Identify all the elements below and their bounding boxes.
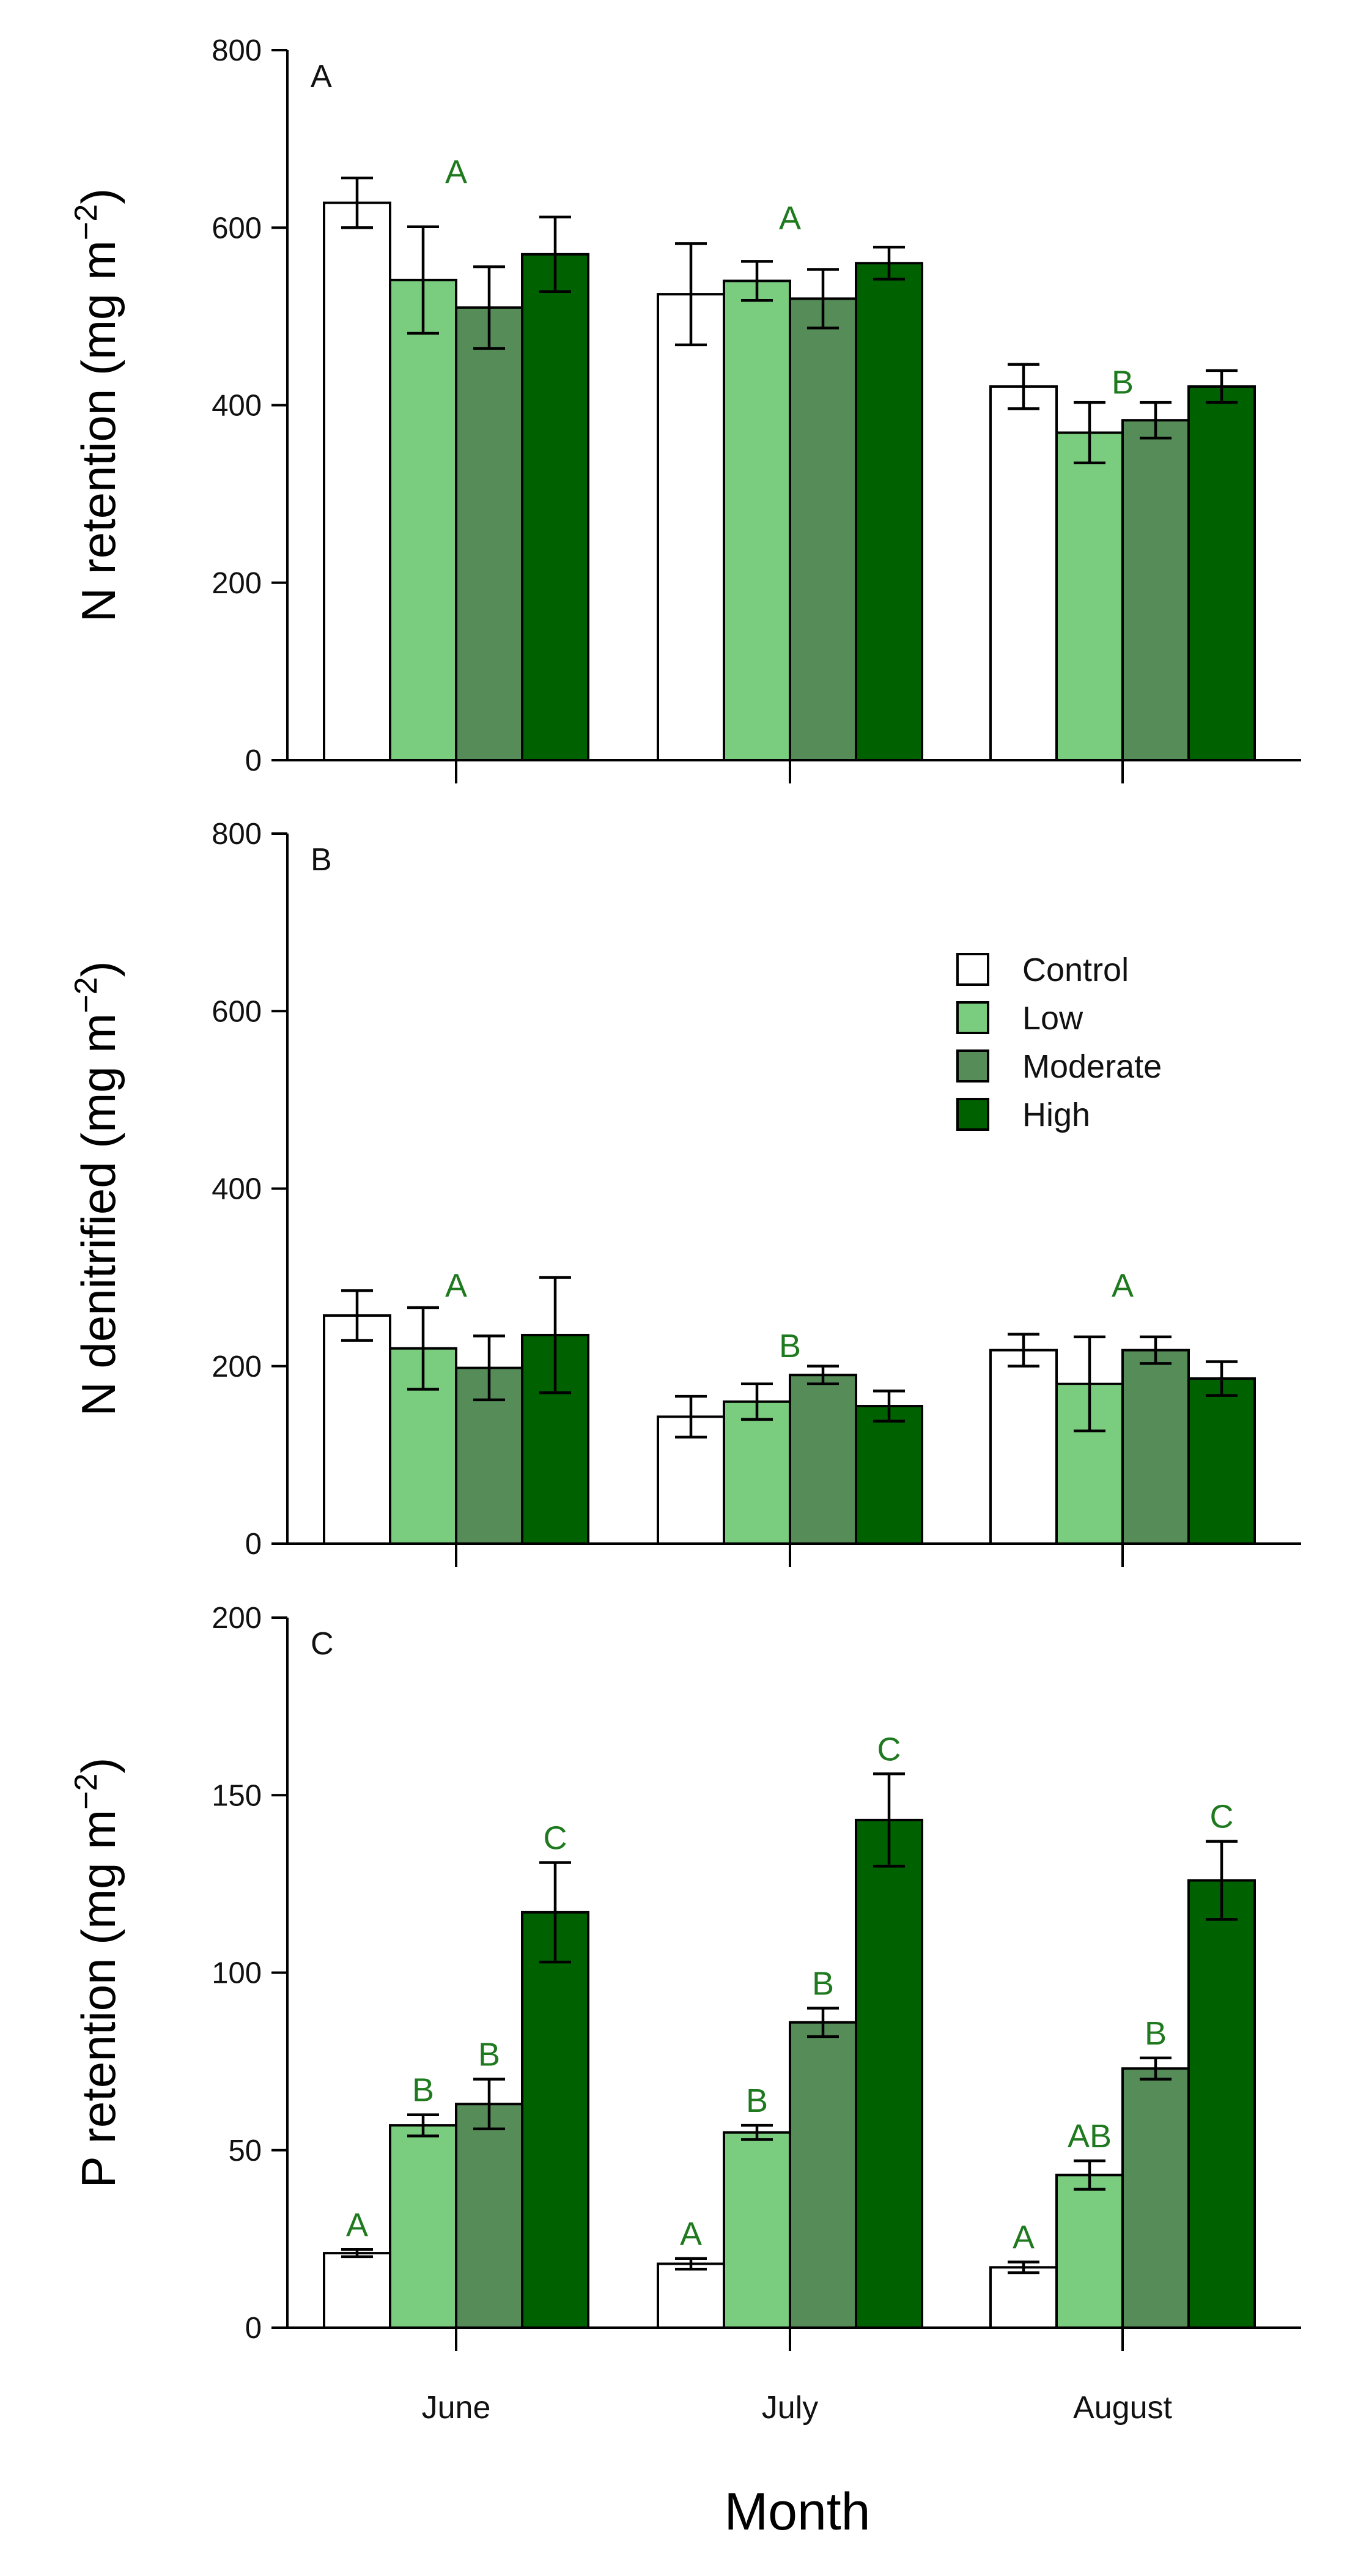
group-significance-letter: A xyxy=(1112,1268,1134,1305)
y-axis-title: N retention (mg m−2) xyxy=(68,188,125,622)
bar-control-june xyxy=(323,1314,391,1545)
bar-high-july xyxy=(855,1818,923,2329)
x-category-label-august: August xyxy=(1073,2390,1172,2426)
bar-control-august xyxy=(989,2266,1058,2329)
y-tick-label: 400 xyxy=(212,390,262,423)
bar-low-june xyxy=(389,1347,457,1545)
x-category-label-june: June xyxy=(422,2390,491,2426)
panel-label: C xyxy=(311,1626,334,1662)
bar-moderate-july xyxy=(789,1374,857,1545)
y-tick-label: 200 xyxy=(212,1350,262,1383)
bar-moderate-july xyxy=(789,2021,857,2330)
significance-letter: A xyxy=(346,2207,368,2243)
bar-low-july xyxy=(723,279,791,761)
bar-moderate-august xyxy=(1121,1349,1190,1545)
panel-label: A xyxy=(311,59,332,94)
y-tick-label: 0 xyxy=(245,2312,262,2345)
significance-letter: C xyxy=(1210,1799,1234,1835)
y-tick-label: 200 xyxy=(212,1602,262,1635)
bar-high-august xyxy=(1187,1377,1256,1545)
bar-low-june xyxy=(389,278,457,761)
legend-label-control: Control xyxy=(1022,952,1129,988)
y-tick-label: 0 xyxy=(245,1528,262,1561)
bar-control-june xyxy=(323,2252,391,2329)
y-tick-label: 600 xyxy=(212,212,262,245)
significance-letter: B xyxy=(1145,2015,1167,2052)
group-significance-letter: B xyxy=(1112,365,1134,401)
significance-letter: C xyxy=(877,1731,901,1767)
bar-high-august xyxy=(1187,385,1256,761)
legend-swatch-high xyxy=(956,1098,989,1131)
bar-high-august xyxy=(1187,1879,1256,2330)
panel-a: 0 200 400 600 800 A N retention (mg m−2) A A B xyxy=(68,34,1301,783)
significance-letter: AB xyxy=(1068,2118,1112,2155)
bar-moderate-june xyxy=(455,306,523,761)
bar-moderate-july xyxy=(789,297,857,762)
bar-control-july xyxy=(657,2262,725,2330)
group-significance-letter: A xyxy=(445,154,467,191)
significance-letter: B xyxy=(746,2082,768,2119)
panel-label: B xyxy=(311,842,332,878)
legend: Control Low Moderate High xyxy=(956,952,1162,1133)
bar-low-july xyxy=(723,1400,791,1545)
bar-low-august xyxy=(1055,2174,1124,2330)
significance-letter: A xyxy=(680,2216,702,2252)
y-axis-title: N denitrified (mg m−2) xyxy=(68,961,125,1416)
x-axis-title: Month xyxy=(724,2482,870,2541)
y-tick-label: 400 xyxy=(212,1173,262,1206)
legend-label-high: High xyxy=(1022,1097,1090,1133)
legend-label-moderate: Moderate xyxy=(1022,1048,1162,1085)
significance-letter: B xyxy=(412,2072,434,2109)
y-tick-label: 200 xyxy=(212,567,262,600)
y-axis-title: P retention (mg m−2) xyxy=(68,1758,125,2188)
group-significance-letter: A xyxy=(445,1268,467,1305)
group-significance-letter: B xyxy=(779,1328,801,1364)
y-tick-label: 800 xyxy=(212,34,262,67)
bar-high-june xyxy=(521,1911,589,2329)
significance-letter: B xyxy=(812,1966,834,2002)
y-tick-label: 0 xyxy=(245,744,262,777)
bar-moderate-august xyxy=(1121,419,1190,761)
y-tick-label: 150 xyxy=(212,1779,262,1812)
bar-moderate-august xyxy=(1121,2067,1190,2330)
bar-high-june xyxy=(521,253,589,762)
group-significance-letter: A xyxy=(779,200,801,237)
bar-low-august xyxy=(1055,431,1124,761)
bar-high-july xyxy=(855,1405,923,1545)
bar-moderate-june xyxy=(455,2103,523,2329)
significance-letter: C xyxy=(544,1820,567,1857)
bar-control-august xyxy=(989,385,1058,761)
bar-low-june xyxy=(389,2124,457,2329)
significance-letter: B xyxy=(478,2037,500,2073)
panel-c: 0 50 100 150 200 June July August C P retention (… xyxy=(68,1602,1301,2426)
y-tick-label: 600 xyxy=(212,995,262,1028)
y-tick-label: 100 xyxy=(212,1957,262,1990)
x-category-label-july: July xyxy=(762,2390,818,2426)
bar-control-june xyxy=(323,201,391,761)
bar-control-august xyxy=(989,1349,1058,1545)
significance-letter: A xyxy=(1013,2219,1035,2256)
bar-control-july xyxy=(657,293,725,761)
panel-b: 0 200 400 600 800 B N denitrified (mg m−2) A B A xyxy=(68,818,1301,1567)
bar-high-july xyxy=(855,262,923,761)
legend-swatch-low xyxy=(956,1001,989,1034)
legend-swatch-control xyxy=(956,953,989,986)
legend-swatch-moderate xyxy=(956,1049,989,1083)
legend-label-low: Low xyxy=(1022,1000,1083,1037)
bar-low-july xyxy=(723,2131,791,2330)
y-tick-label: 800 xyxy=(212,818,262,851)
y-tick-label: 50 xyxy=(228,2134,262,2167)
